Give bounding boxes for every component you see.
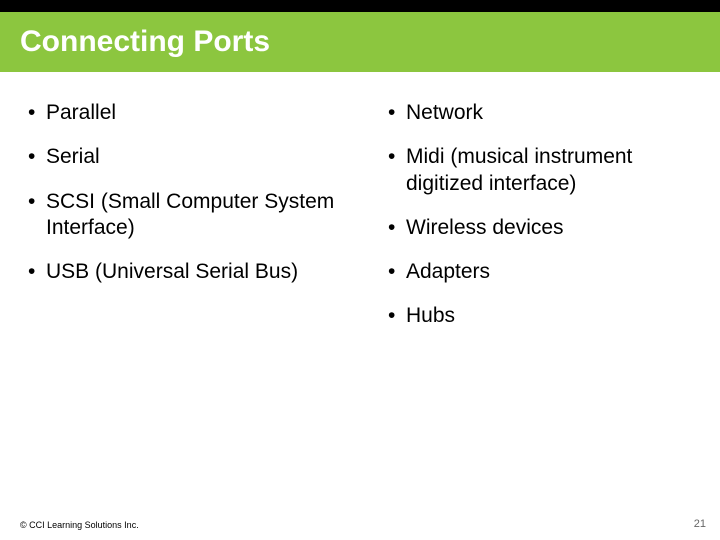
footer-copyright: © CCI Learning Solutions Inc.: [20, 520, 139, 530]
list-item: Midi (musical instrument digitized inter…: [388, 144, 702, 197]
title-bar: Connecting Ports: [0, 12, 720, 72]
list-item: Wireless devices: [388, 215, 702, 241]
right-column: Network Midi (musical instrument digitiz…: [360, 92, 720, 510]
left-list: Parallel Serial SCSI (Small Computer Sys…: [28, 100, 342, 285]
content-area: Parallel Serial SCSI (Small Computer Sys…: [0, 84, 720, 510]
list-item: Parallel: [28, 100, 342, 126]
list-item: Serial: [28, 144, 342, 170]
slide: Connecting Ports Parallel Serial SCSI (S…: [0, 0, 720, 540]
left-column: Parallel Serial SCSI (Small Computer Sys…: [0, 92, 360, 510]
list-item: Adapters: [388, 259, 702, 285]
list-item: Hubs: [388, 303, 702, 329]
slide-title: Connecting Ports: [20, 25, 270, 59]
top-black-bar: [0, 0, 720, 12]
list-item: SCSI (Small Computer System Interface): [28, 189, 342, 242]
list-item: USB (Universal Serial Bus): [28, 259, 342, 285]
page-number: 21: [694, 518, 706, 530]
right-list: Network Midi (musical instrument digitiz…: [388, 100, 702, 330]
list-item: Network: [388, 100, 702, 126]
